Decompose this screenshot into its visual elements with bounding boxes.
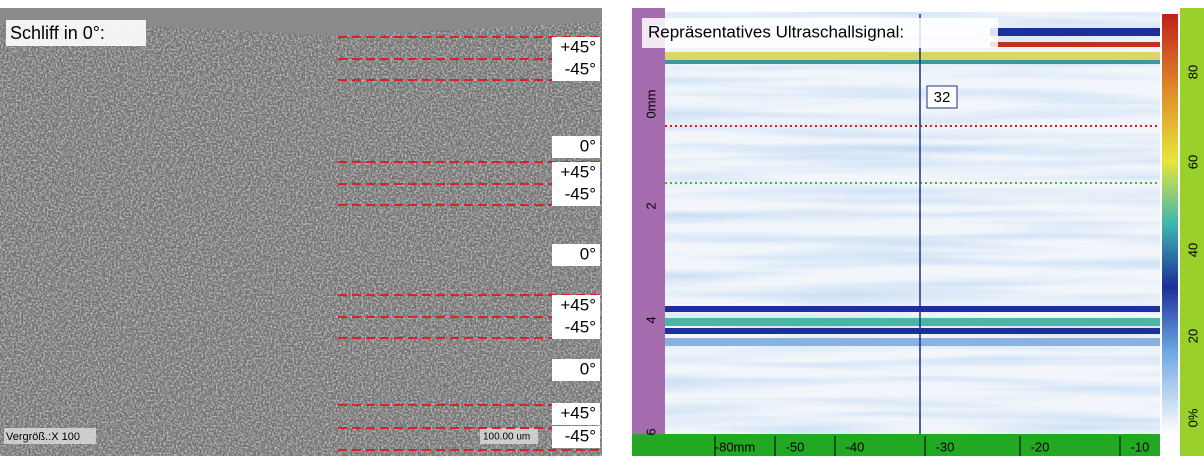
color-bar [1162,14,1178,434]
ply-label: +45° [560,162,596,181]
position-label: -50 [786,439,805,454]
scan-title: Repräsentatives Ultraschallsignal: [648,22,904,41]
amplitude-label: 80 [1185,65,1200,79]
ply-label: +45° [560,295,596,314]
ply-label: -45° [565,426,596,445]
depth-label: 4 [643,316,658,323]
micrograph-title: Schliff in 0°: [10,23,105,43]
position-label: -80mm [715,439,755,454]
depth-ruler [632,8,665,456]
cursor-label: 32 [934,89,951,106]
ply-label: 0° [580,136,596,155]
front-echo-edge [665,60,1160,64]
scan-texture [665,12,1160,434]
back-echo-tail [665,338,1160,346]
page: Schliff in 0°: Vergröß.:X 100 100.00 um … [0,0,1204,456]
depth-label: 2 [643,202,658,209]
position-label: -10 [1131,439,1150,454]
amplitude-label: 40 [1185,243,1200,257]
top-echo [990,28,1160,36]
back-echo-lower [665,328,1160,334]
back-echo-upper [665,306,1160,312]
ultrasound: 32 Repräsentatives Ultraschallsignal: 0m… [632,8,1204,456]
ply-label: 0° [580,359,596,378]
position-label: -30 [936,439,955,454]
depth-label: 0mm [643,90,658,119]
ply-label: +45° [560,403,596,422]
top-echo-red [990,42,1160,47]
micrograph-texture [0,8,602,456]
amplitude-label: 0% [1185,408,1200,427]
position-ruler [632,434,1160,456]
scale-bar: 100.00 um [483,432,530,443]
ply-label: +45° [560,37,596,56]
magnification: Vergröß.:X 100 [6,431,80,443]
depth-label: 6 [643,428,658,435]
position-label: -20 [1031,439,1050,454]
amplitude-label: 60 [1185,155,1200,169]
figure: Schliff in 0°: Vergröß.:X 100 100.00 um … [0,0,1204,456]
ply-label: 0° [580,244,596,263]
amplitude-label: 20 [1185,329,1200,343]
ply-label: -45° [565,184,596,203]
back-echo-mid [665,318,1160,326]
ply-label: -45° [565,317,596,336]
ply-label: -45° [565,59,596,78]
position-label: -40 [846,439,865,454]
micrograph: Schliff in 0°: Vergröß.:X 100 100.00 um … [0,8,602,456]
